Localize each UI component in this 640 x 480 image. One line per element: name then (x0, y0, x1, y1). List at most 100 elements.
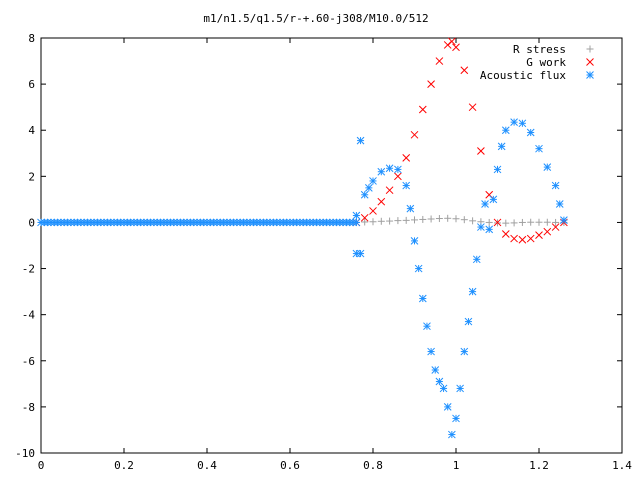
data-point (527, 218, 535, 226)
data-point (431, 366, 440, 374)
data-point (385, 164, 394, 173)
data-point (526, 128, 535, 137)
data-point (468, 287, 477, 296)
data-point (414, 264, 423, 273)
data-point (535, 144, 543, 153)
y-tick-label: -10 (15, 447, 35, 460)
y-tick-label: -4 (22, 309, 36, 322)
data-point (518, 235, 527, 244)
data-point (444, 214, 452, 222)
data-point (402, 154, 411, 162)
x-tick-label: 1.4 (612, 459, 632, 472)
data-point (410, 130, 419, 139)
data-point (356, 249, 365, 258)
data-point (386, 217, 394, 225)
data-point (360, 190, 369, 199)
x-tick-label: 0.8 (363, 459, 383, 472)
data-point (377, 197, 386, 206)
data-point (452, 43, 460, 52)
data-point (493, 165, 502, 174)
data-point (518, 218, 526, 226)
y-tick-label: 0 (28, 216, 35, 229)
data-point (352, 218, 361, 227)
data-point (452, 414, 460, 423)
data-point (377, 217, 385, 225)
data-point (468, 103, 477, 112)
data-point (369, 207, 377, 215)
data-point (460, 347, 469, 356)
data-point (552, 218, 560, 226)
data-point (560, 216, 568, 224)
data-point (477, 223, 485, 231)
data-point (485, 218, 493, 226)
data-point (435, 215, 443, 223)
legend-marker (586, 45, 594, 53)
data-point (418, 105, 427, 114)
data-point (510, 234, 518, 243)
legend-label: R stress (513, 43, 566, 56)
y-tick-label: -8 (22, 401, 35, 414)
data-point (501, 126, 510, 135)
axes: 0 0.2 0.4 0.6 0.8 1 1.2 1.4 -10 -8 -6 -4 -2 0 2 4 6 8 (15, 32, 632, 472)
data-point (369, 177, 377, 185)
data-point (439, 384, 448, 393)
plot-border (40, 37, 623, 454)
data-point (510, 219, 518, 227)
data-point (419, 215, 427, 223)
y-tick-label: -6 (22, 355, 35, 368)
data-point (489, 195, 498, 204)
data-point (543, 163, 552, 171)
x-tick-label: 0 (38, 459, 45, 472)
data-point (410, 237, 419, 245)
data-point (435, 57, 444, 65)
data-point (456, 384, 465, 393)
data-point (360, 213, 369, 222)
data-point (356, 136, 365, 145)
data-point (551, 181, 560, 190)
data-point (526, 234, 535, 243)
series-acoustic-flux (37, 118, 568, 439)
data-point (460, 216, 468, 224)
data-point (394, 172, 402, 181)
data-point (497, 142, 506, 151)
x-tick-label: 0.6 (280, 459, 300, 472)
data-point (361, 218, 369, 226)
data-point (369, 218, 377, 226)
data-point (364, 184, 373, 192)
data-point (443, 403, 452, 411)
data-point (469, 217, 477, 225)
data-point (352, 211, 361, 220)
data-point (510, 118, 518, 127)
data-point (435, 377, 444, 386)
data-point (427, 80, 435, 88)
data-point (418, 294, 427, 303)
y-tick-label: 6 (28, 78, 35, 91)
data-point (394, 217, 402, 225)
y-tick-label: 8 (28, 32, 35, 45)
data-point (394, 165, 402, 174)
y-tick-label: 4 (28, 124, 35, 137)
x-tick-label: 0.4 (197, 459, 217, 472)
data-point (406, 204, 415, 213)
data-point (502, 219, 510, 227)
data-point (543, 227, 552, 236)
data-point (493, 218, 502, 227)
data-point (477, 147, 485, 155)
legend-marker (586, 71, 594, 79)
data-point (481, 200, 489, 208)
data-point (485, 225, 494, 234)
data-point (385, 186, 394, 195)
data-point (402, 181, 411, 190)
data-point (555, 200, 564, 208)
legend-label: G work (526, 56, 566, 69)
data-point (411, 216, 418, 224)
data-point (535, 218, 543, 226)
data-point (535, 231, 543, 239)
data-point (427, 215, 435, 223)
chart-title: m1/n1.5/q1.5/r-+.60-j308/M10.0/512 (203, 12, 428, 25)
data-marks (37, 37, 568, 439)
data-point (423, 322, 431, 331)
data-point (452, 215, 460, 223)
